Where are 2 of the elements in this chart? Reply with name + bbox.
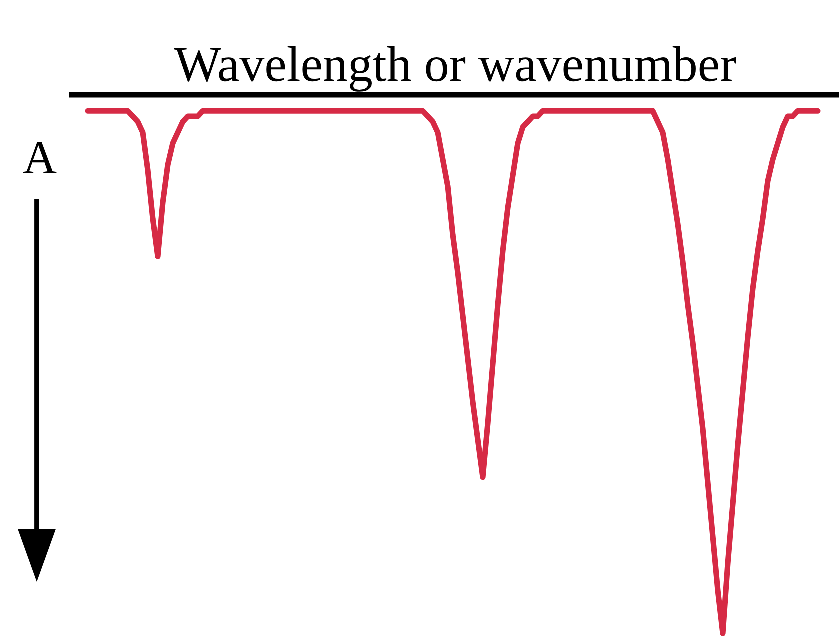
x-axis-title: Wavelength or wavenumber [174,46,736,92]
y-axis-title: A [23,142,57,174]
